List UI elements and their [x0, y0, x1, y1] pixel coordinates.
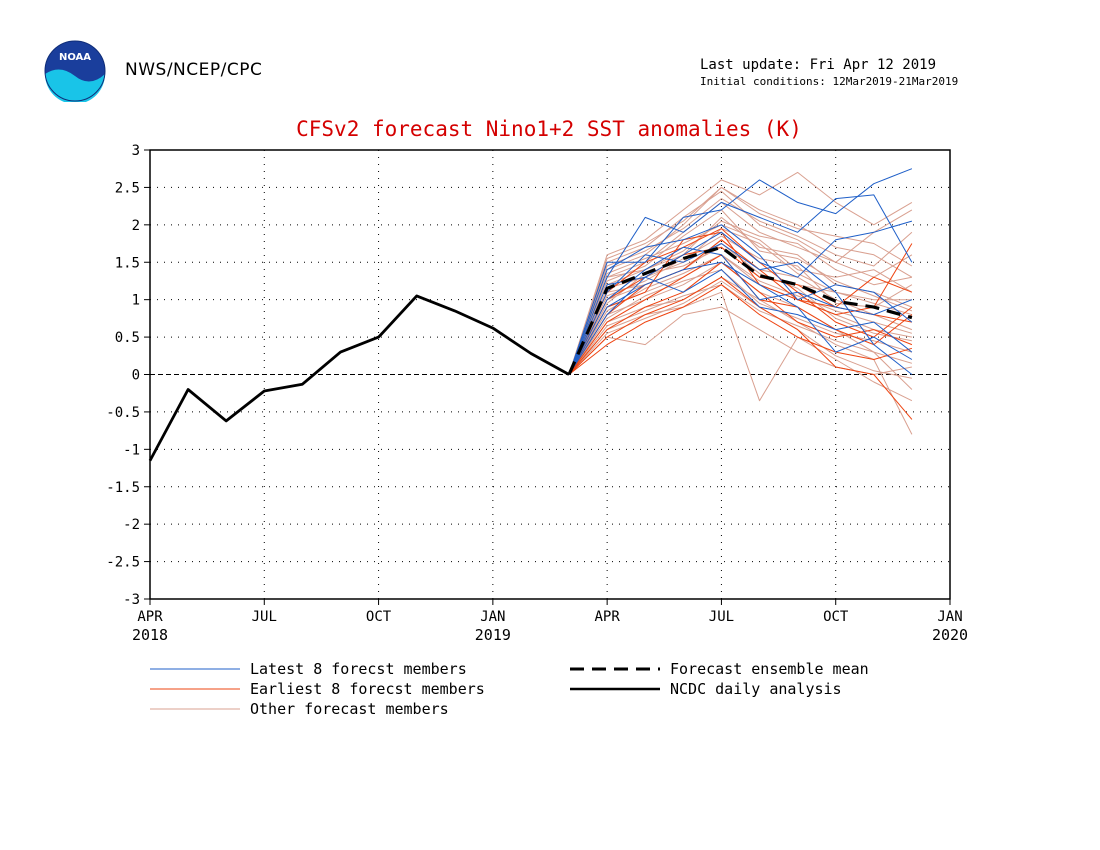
- gridlines: [150, 150, 950, 599]
- latest-member-line: [568, 224, 913, 375]
- ensemble-mean-line: [567, 245, 913, 376]
- initial-conditions: Initial conditions: 12Mar2019-21Mar2019: [700, 75, 959, 88]
- legend-label-analysis: NCDC daily analysis: [670, 680, 842, 698]
- legend-label-earliest: Earliest 8 forecst members: [250, 680, 485, 698]
- other-member-line: [568, 190, 913, 375]
- plot-frame: [149, 149, 951, 600]
- x-tick-label: OCT: [823, 609, 849, 625]
- agency-label: NWS/NCEP/CPC: [125, 60, 263, 80]
- latest-member-line: [568, 168, 913, 375]
- earliest-member-line: [568, 276, 913, 420]
- last-update: Last update: Fri Apr 12 2019: [700, 57, 937, 73]
- latest-member-line: [568, 243, 913, 375]
- axis-ticks: 32.521.510.50-0.5-1-1.5-2-2.5-3APR2018JU…: [106, 143, 968, 644]
- x-year-label: 2020: [932, 626, 968, 644]
- other-member-line: [568, 224, 913, 375]
- legend: Latest 8 forecst members Earliest 8 forec…: [150, 660, 869, 718]
- analysis-line: [148, 294, 570, 462]
- earliest-member-line: [568, 284, 913, 375]
- x-tick-label: JAN: [937, 609, 962, 625]
- x-tick-label: JAN: [480, 609, 505, 625]
- y-tick-label: 2: [132, 218, 140, 234]
- y-tick-label: -1.5: [106, 480, 140, 496]
- y-tick-label: -2: [123, 517, 140, 533]
- y-tick-label: -3: [123, 592, 140, 608]
- y-tick-label: -1: [123, 442, 140, 458]
- latest-member-line: [568, 194, 913, 375]
- other-member-line: [568, 291, 913, 402]
- earliest-member-line: [568, 246, 913, 375]
- other-member-line: [568, 201, 913, 375]
- x-tick-label: OCT: [366, 609, 392, 625]
- x-year-label: 2018: [132, 626, 168, 644]
- x-tick-label: APR: [594, 609, 620, 625]
- latest-member-line: [568, 269, 913, 375]
- y-tick-label: 1.5: [115, 255, 140, 271]
- y-tick-label: -2.5: [106, 555, 140, 571]
- other-member-line: [568, 228, 912, 375]
- noaa-logo: NOAA: [44, 40, 106, 106]
- legend-label-other: Other forecast members: [250, 700, 449, 718]
- latest-member-line: [568, 246, 913, 375]
- x-tick-label: APR: [137, 609, 163, 625]
- other-member-line: [568, 186, 913, 375]
- logo-text: NOAA: [59, 52, 91, 63]
- legend-label-latest: Latest 8 forecst members: [250, 660, 467, 678]
- series-lines: [148, 168, 913, 462]
- earliest-member-line: [568, 228, 913, 375]
- chart-title: CFSv2 forecast Nino1+2 SST anomalies (K): [296, 117, 802, 141]
- x-tick-label: JUL: [252, 609, 277, 625]
- y-tick-label: 2.5: [115, 180, 140, 196]
- x-year-label: 2019: [475, 626, 511, 644]
- other-member-line: [568, 276, 913, 435]
- x-tick-label: JUL: [709, 609, 734, 625]
- y-tick-label: 0.5: [115, 330, 140, 346]
- y-tick-label: 1: [132, 293, 140, 309]
- legend-label-mean: Forecast ensemble mean: [670, 660, 869, 678]
- y-tick-label: -0.5: [106, 405, 140, 421]
- y-tick-label: 3: [132, 143, 140, 159]
- y-tick-label: 0: [132, 368, 140, 384]
